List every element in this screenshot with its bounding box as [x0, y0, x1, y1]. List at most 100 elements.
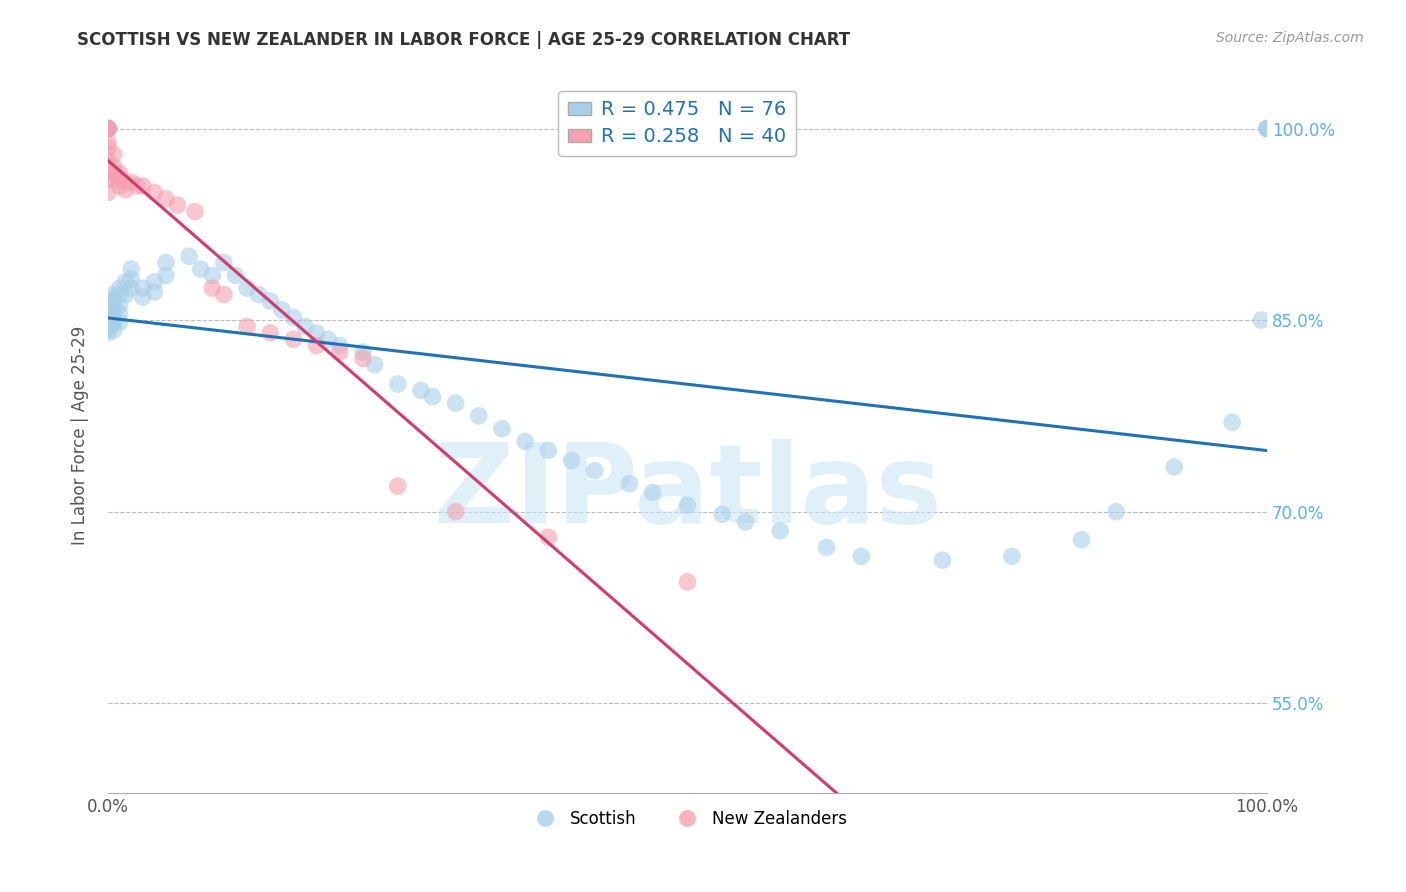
Point: [120, 281, 142, 295]
Point: [132, 290, 155, 304]
Point: [676, 574, 699, 589]
Point: [1001, 549, 1024, 564]
Point: [120, 262, 142, 277]
Point: [120, 175, 142, 189]
Point: [108, 179, 131, 194]
Point: [155, 268, 177, 283]
Point: [108, 307, 131, 321]
Point: [97, 319, 120, 334]
Text: ZIPatlas: ZIPatlas: [433, 439, 942, 546]
Point: [114, 183, 136, 197]
Point: [114, 275, 136, 289]
Point: [155, 255, 177, 269]
Point: [103, 313, 125, 327]
Point: [97, 121, 120, 136]
Point: [132, 281, 155, 295]
Point: [97, 298, 120, 312]
Point: [108, 298, 131, 312]
Point: [294, 319, 316, 334]
Text: SCOTTISH VS NEW ZEALANDER IN LABOR FORCE | AGE 25-29 CORRELATION CHART: SCOTTISH VS NEW ZEALANDER IN LABOR FORCE…: [77, 31, 851, 49]
Point: [103, 160, 125, 174]
Point: [97, 316, 120, 330]
Point: [1163, 460, 1185, 475]
Point: [641, 485, 664, 500]
Point: [108, 287, 131, 301]
Point: [1070, 533, 1092, 547]
Point: [734, 515, 756, 529]
Point: [851, 549, 873, 564]
Point: [1250, 313, 1272, 327]
Point: [236, 281, 259, 295]
Point: [444, 505, 467, 519]
Point: [561, 453, 583, 467]
Point: [224, 268, 246, 283]
Point: [259, 326, 281, 340]
Point: [97, 326, 120, 340]
Point: [583, 464, 606, 478]
Point: [1256, 121, 1278, 136]
Point: [352, 351, 374, 366]
Point: [305, 338, 328, 352]
Point: [468, 409, 491, 423]
Text: Source: ZipAtlas.com: Source: ZipAtlas.com: [1216, 31, 1364, 45]
Point: [363, 358, 385, 372]
Point: [97, 134, 120, 148]
Point: [329, 338, 352, 352]
Point: [132, 179, 155, 194]
Point: [103, 172, 125, 186]
Point: [114, 175, 136, 189]
Point: [305, 326, 328, 340]
Point: [97, 310, 120, 325]
Point: [316, 332, 339, 346]
Point: [114, 287, 136, 301]
Point: [619, 476, 641, 491]
Point: [212, 255, 235, 269]
Point: [97, 141, 120, 155]
Point: [491, 422, 513, 436]
Point: [103, 166, 125, 180]
Point: [108, 172, 131, 186]
Point: [108, 281, 131, 295]
Point: [283, 332, 305, 346]
Point: [97, 153, 120, 168]
Legend: Scottish, New Zealanders: Scottish, New Zealanders: [522, 803, 853, 834]
Point: [103, 147, 125, 161]
Point: [97, 121, 120, 136]
Point: [444, 396, 467, 410]
Point: [166, 198, 188, 212]
Point: [143, 285, 166, 299]
Point: [387, 376, 409, 391]
Point: [103, 307, 125, 321]
Point: [1256, 121, 1278, 136]
Point: [515, 434, 537, 449]
Point: [155, 192, 177, 206]
Point: [97, 302, 120, 317]
Point: [236, 319, 259, 334]
Point: [97, 121, 120, 136]
Point: [97, 313, 120, 327]
Point: [143, 275, 166, 289]
Point: [97, 322, 120, 336]
Point: [212, 287, 235, 301]
Point: [676, 498, 699, 512]
Point: [97, 121, 120, 136]
Point: [815, 541, 838, 555]
Point: [103, 301, 125, 315]
Point: [711, 507, 734, 521]
Point: [97, 307, 120, 321]
Point: [259, 293, 281, 308]
Point: [352, 345, 374, 359]
Point: [201, 281, 224, 295]
Point: [201, 268, 224, 283]
Point: [103, 293, 125, 308]
Point: [190, 262, 212, 277]
Point: [387, 479, 409, 493]
Point: [931, 553, 953, 567]
Point: [537, 443, 560, 458]
Point: [769, 524, 792, 538]
Point: [283, 310, 305, 325]
Y-axis label: In Labor Force | Age 25-29: In Labor Force | Age 25-29: [72, 326, 89, 545]
Point: [97, 293, 120, 308]
Point: [97, 121, 120, 136]
Point: [1105, 505, 1128, 519]
